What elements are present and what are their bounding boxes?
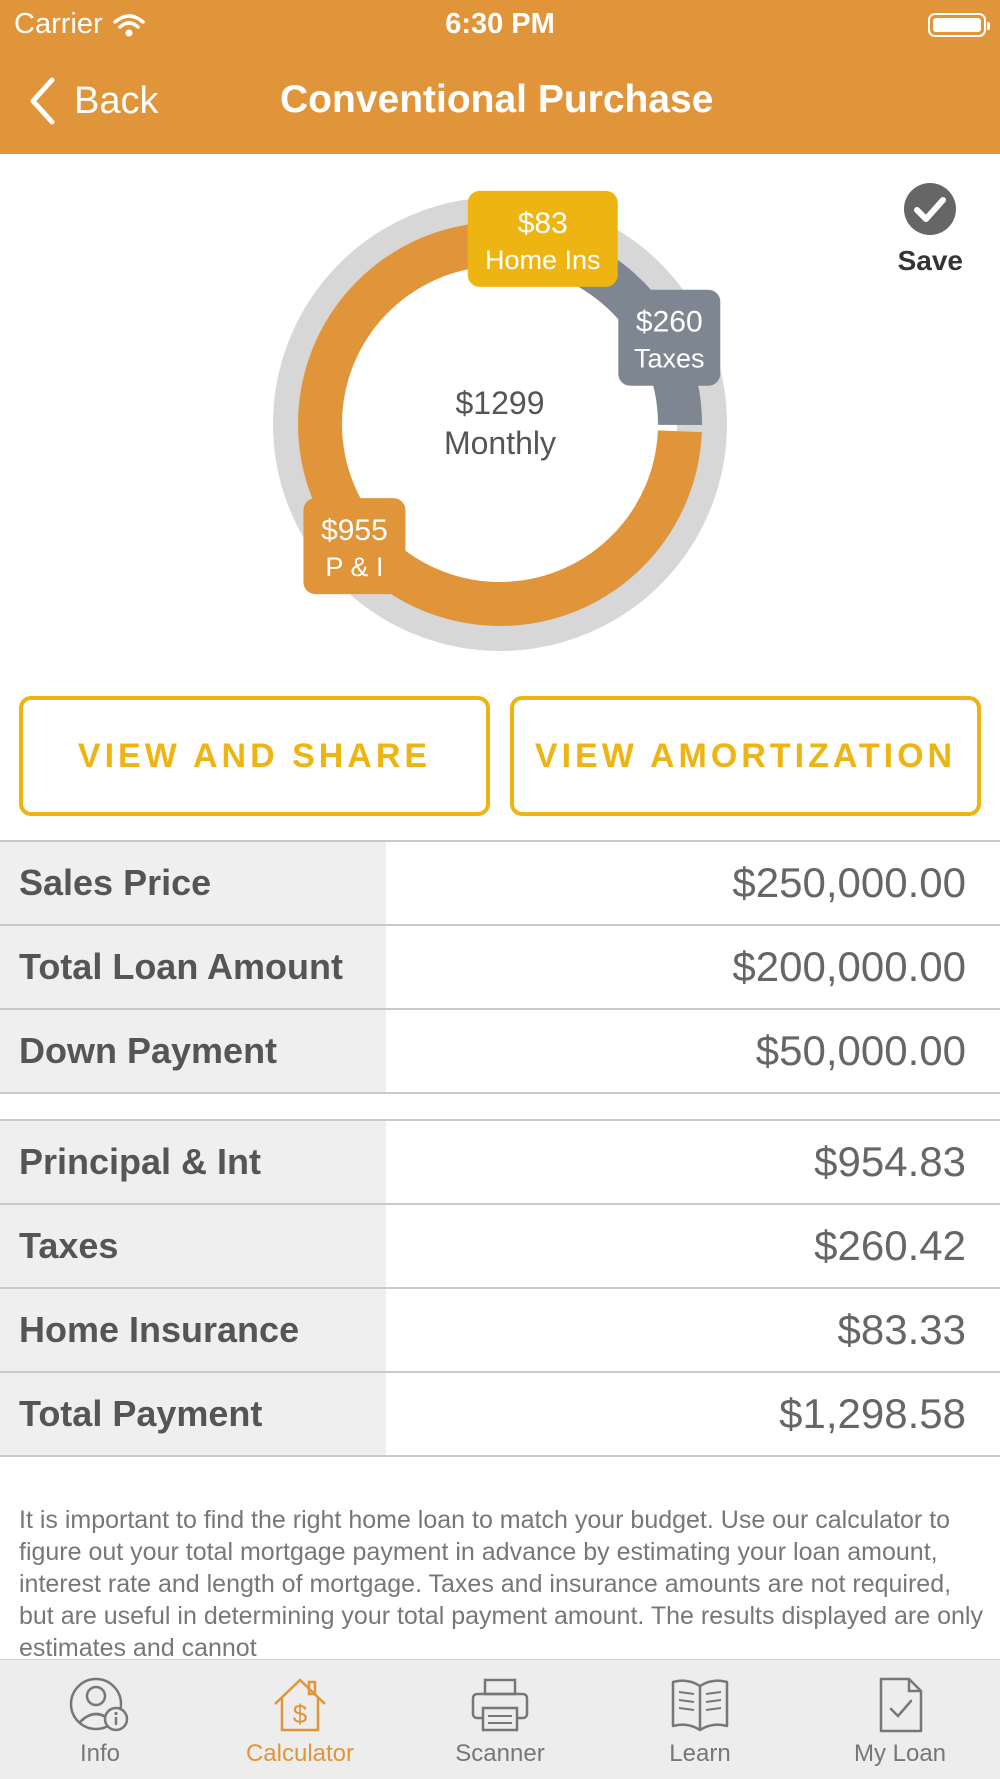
slice-label-p-i: $955 P & I — [303, 498, 406, 595]
view-amortization-button[interactable]: VIEW AMORTIZATION — [510, 696, 981, 816]
chart-center-label: Monthly — [444, 425, 556, 461]
tab-label: Scanner — [455, 1740, 545, 1767]
carrier-label: Carrier — [14, 8, 103, 40]
chevron-left-icon — [30, 77, 55, 125]
table-row[interactable]: Total Loan Amount $200,000.00 — [0, 926, 1000, 1010]
slice-name: Home Ins — [485, 245, 601, 275]
svg-text:$: $ — [293, 1699, 308, 1729]
tab-label: Calculator — [245, 1740, 355, 1767]
book-icon — [671, 1679, 729, 1732]
table-row[interactable]: Home Insurance $83.33 — [0, 1289, 1000, 1373]
row-label: Total Loan Amount — [0, 926, 386, 1008]
document-check-icon — [879, 1677, 923, 1733]
house-dollar-icon: $ — [274, 1678, 326, 1732]
slice-name: P & I — [325, 552, 383, 582]
status-time: 6:30 PM — [445, 8, 555, 40]
slice-label-taxes: $260 Taxes — [618, 289, 721, 386]
tab-label: Learn — [669, 1740, 731, 1767]
navigation-header: Carrier 6:30 PM Back Conventional Purcha… — [0, 0, 1000, 154]
user-info-icon — [69, 1677, 129, 1732]
table-row[interactable]: Principal & Int $954.83 — [0, 1121, 1000, 1205]
save-button[interactable]: Save — [898, 182, 963, 277]
table-row[interactable]: Total Payment $1,298.58 — [0, 1373, 1000, 1457]
tab-label: Info — [79, 1740, 121, 1767]
table-row[interactable]: Down Payment $50,000.00 — [0, 1010, 1000, 1094]
wifi-icon — [112, 13, 145, 36]
row-value: $200,000.00 — [732, 943, 966, 990]
checkmark-circle-icon — [904, 183, 957, 235]
row-value: $1,298.58 — [779, 1390, 966, 1437]
slice-label-home-ins: $83 Home Ins — [467, 190, 618, 287]
tab-my-loan[interactable]: My Loan — [800, 1660, 1000, 1779]
tab-info[interactable]: Info — [0, 1660, 200, 1779]
status-carrier: Carrier — [14, 8, 145, 41]
table-row[interactable]: Taxes $260.42 — [0, 1205, 1000, 1289]
row-value: $260.42 — [814, 1222, 966, 1269]
row-label: Down Payment — [0, 1010, 386, 1092]
back-button[interactable]: Back — [28, 76, 158, 126]
row-label: Sales Price — [0, 842, 386, 924]
view-and-share-button[interactable]: VIEW AND SHARE — [19, 696, 490, 816]
payment-donut-chart: $1299 Monthly $955 P & I $260 Taxes $83 Home … — [0, 154, 1000, 684]
table-row[interactable]: Sales Price $250,000.00 — [0, 842, 1000, 926]
tab-learn[interactable]: Learn — [600, 1660, 800, 1779]
row-label: Home Insurance — [0, 1289, 386, 1371]
chart-center-value: $1299 — [456, 385, 545, 421]
slice-amount: $83 — [518, 207, 568, 240]
row-value: $50,000.00 — [755, 1027, 966, 1074]
battery-icon — [928, 13, 990, 37]
row-value: $250,000.00 — [732, 859, 966, 906]
save-label: Save — [897, 245, 963, 276]
slice-amount: $260 — [636, 306, 703, 339]
loan-summary-table: Sales Price $250,000.00 Total Loan Amoun… — [0, 840, 1000, 1094]
slice-amount: $955 — [321, 514, 388, 547]
back-label: Back — [74, 79, 159, 122]
payment-breakdown-table: Principal & Int $954.83 Taxes $260.42 Ho… — [0, 1119, 1000, 1457]
page-title: Conventional Purchase — [280, 78, 714, 121]
row-value: $954.83 — [814, 1138, 966, 1185]
printer-icon — [471, 1678, 529, 1732]
row-label: Total Payment — [0, 1373, 386, 1455]
tab-label: My Loan — [853, 1740, 947, 1767]
row-label: Principal & Int — [0, 1121, 386, 1203]
tab-bar: Info $ Calculator Scanner — [0, 1659, 1000, 1779]
tab-calculator[interactable]: $ Calculator — [200, 1660, 400, 1779]
disclaimer-text: It is important to find the right home l… — [19, 1506, 983, 1658]
row-value: $83.33 — [837, 1306, 966, 1353]
tab-scanner[interactable]: Scanner — [400, 1660, 600, 1779]
donut-chart-svg: $1299 Monthly $955 P & I $260 Taxes $83 Home … — [273, 190, 727, 651]
slice-name: Taxes — [634, 344, 705, 374]
row-label: Taxes — [0, 1205, 386, 1287]
